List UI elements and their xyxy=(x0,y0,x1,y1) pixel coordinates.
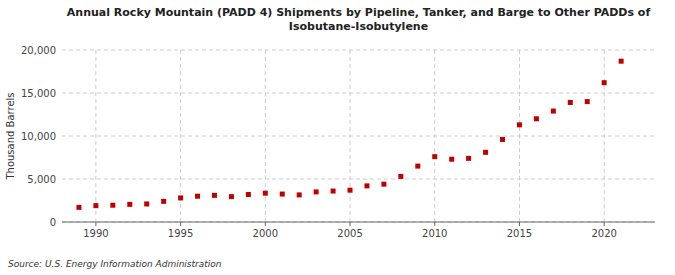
point xyxy=(229,194,234,199)
point xyxy=(619,59,624,64)
y-tick-label: 15,000 xyxy=(21,88,56,99)
x-tick xyxy=(95,222,96,226)
y-tick-label: 10,000 xyxy=(21,131,56,142)
x-tick xyxy=(350,222,351,226)
grid-line xyxy=(519,50,520,222)
point xyxy=(93,203,98,208)
point xyxy=(178,195,183,200)
x-tick xyxy=(604,222,605,226)
x-tick xyxy=(434,222,435,226)
point xyxy=(568,100,573,105)
point xyxy=(449,157,454,162)
point xyxy=(398,174,403,179)
grid xyxy=(62,50,655,222)
point xyxy=(381,182,386,187)
y-tick-label: 5,000 xyxy=(27,174,56,185)
point xyxy=(585,99,590,104)
point xyxy=(161,199,166,204)
point xyxy=(144,201,149,206)
point xyxy=(534,116,539,121)
grid-line xyxy=(62,179,655,180)
point xyxy=(466,156,471,161)
x-axis-line xyxy=(62,222,655,223)
x-tick-label: 1990 xyxy=(83,228,108,239)
title-line: Annual Rocky Mountain (PADD 4) Shipments… xyxy=(67,6,651,19)
point xyxy=(263,191,268,196)
point xyxy=(483,150,488,155)
point xyxy=(280,192,285,197)
title-line: Isobutane-Isobutylene xyxy=(289,20,428,33)
point xyxy=(110,203,115,208)
point xyxy=(500,137,505,142)
grid-line xyxy=(604,50,605,222)
x-tick-label: 1995 xyxy=(168,228,193,239)
point xyxy=(348,188,353,193)
y-axis-label: Thousand Barrels xyxy=(5,92,16,180)
grid-line xyxy=(95,50,96,222)
point xyxy=(127,202,132,207)
point xyxy=(415,164,420,169)
title: Annual Rocky Mountain (PADD 4) Shipments… xyxy=(67,6,651,33)
chart: Annual Rocky Mountain (PADD 4) Shipments… xyxy=(0,0,675,275)
x-tick-label: 2010 xyxy=(422,228,447,239)
point xyxy=(76,205,81,210)
point xyxy=(297,192,302,197)
grid-line xyxy=(62,93,655,94)
points xyxy=(76,59,623,210)
y-tick-label: 20,000 xyxy=(21,45,56,56)
x-tick-label: 2020 xyxy=(591,228,616,239)
grid-line xyxy=(350,50,351,222)
source: Source: U.S. Energy Information Administ… xyxy=(8,259,222,269)
grid-line xyxy=(265,50,266,222)
point xyxy=(517,122,522,127)
point xyxy=(212,193,217,198)
point xyxy=(551,109,556,114)
grid-line xyxy=(62,136,655,137)
x-tick-label: 2005 xyxy=(337,228,362,239)
point xyxy=(246,192,251,197)
grid-line xyxy=(62,50,655,51)
grid-line xyxy=(62,222,655,223)
x-tick-label: 2000 xyxy=(253,228,278,239)
x-tick xyxy=(519,222,520,226)
point xyxy=(602,80,607,85)
grid-line xyxy=(434,50,435,222)
point xyxy=(364,183,369,188)
point xyxy=(195,194,200,199)
x-tick xyxy=(265,222,266,226)
point xyxy=(331,189,336,194)
x-tick-label: 2015 xyxy=(507,228,532,239)
point xyxy=(432,154,437,159)
point xyxy=(314,189,319,194)
x-tick xyxy=(180,222,181,226)
y-tick-label: 0 xyxy=(50,217,56,228)
